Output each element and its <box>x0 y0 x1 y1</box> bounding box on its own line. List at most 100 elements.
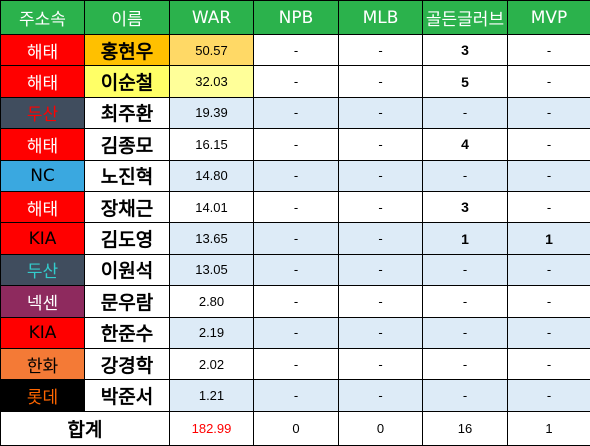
player-name-cell[interactable]: 장채근 <box>85 191 170 222</box>
golden-glove-cell[interactable]: - <box>423 254 508 285</box>
mlb-cell[interactable]: - <box>339 380 423 411</box>
war-cell[interactable]: 14.80 <box>170 160 254 191</box>
golden-glove-cell[interactable]: 4 <box>423 129 508 160</box>
npb-cell[interactable]: - <box>254 348 339 379</box>
team-cell[interactable]: 롯데 <box>1 380 85 411</box>
npb-cell[interactable]: - <box>254 254 339 285</box>
war-cell[interactable]: 16.15 <box>170 129 254 160</box>
totals-mvp[interactable]: 1 <box>508 411 590 445</box>
player-name-cell[interactable]: 홍현우 <box>85 35 170 66</box>
team-cell[interactable]: 해태 <box>1 191 85 222</box>
mlb-cell[interactable]: - <box>339 191 423 222</box>
header-golden-glove[interactable]: 골든글러브 <box>423 1 508 35</box>
golden-glove-cell[interactable]: - <box>423 97 508 128</box>
mlb-cell[interactable]: - <box>339 66 423 97</box>
npb-cell[interactable]: - <box>254 35 339 66</box>
npb-cell[interactable]: - <box>254 97 339 128</box>
war-cell[interactable]: 1.21 <box>170 380 254 411</box>
mlb-cell[interactable]: - <box>339 223 423 254</box>
player-name-cell[interactable]: 한준수 <box>85 317 170 348</box>
war-cell[interactable]: 2.80 <box>170 286 254 317</box>
header-npb[interactable]: NPB <box>254 1 339 35</box>
team-cell[interactable]: 두산 <box>1 254 85 285</box>
golden-glove-cell[interactable]: - <box>423 286 508 317</box>
war-cell[interactable]: 14.01 <box>170 191 254 222</box>
mvp-cell[interactable]: - <box>508 97 590 128</box>
mvp-cell[interactable]: - <box>508 66 590 97</box>
mvp-cell[interactable]: - <box>508 191 590 222</box>
npb-cell[interactable]: - <box>254 286 339 317</box>
totals-npb[interactable]: 0 <box>254 411 339 445</box>
mvp-cell[interactable]: - <box>508 348 590 379</box>
table-row: 해태 홍현우 50.57 - - 3 - <box>1 35 590 66</box>
mvp-cell[interactable]: - <box>508 254 590 285</box>
mvp-cell[interactable]: - <box>508 317 590 348</box>
mvp-cell[interactable]: - <box>508 160 590 191</box>
golden-glove-cell[interactable]: 1 <box>423 223 508 254</box>
mvp-cell[interactable]: - <box>508 286 590 317</box>
totals-mlb[interactable]: 0 <box>339 411 423 445</box>
player-name-cell[interactable]: 김도영 <box>85 223 170 254</box>
team-cell[interactable]: NC <box>1 160 85 191</box>
mvp-cell[interactable]: - <box>508 35 590 66</box>
npb-cell[interactable]: - <box>254 223 339 254</box>
npb-cell[interactable]: - <box>254 129 339 160</box>
mlb-cell[interactable]: - <box>339 286 423 317</box>
header-team[interactable]: 주소속 <box>1 1 85 35</box>
team-cell[interactable]: 해태 <box>1 66 85 97</box>
npb-cell[interactable]: - <box>254 191 339 222</box>
totals-war[interactable]: 182.99 <box>170 411 254 445</box>
header-name[interactable]: 이름 <box>85 1 170 35</box>
golden-glove-cell[interactable]: - <box>423 317 508 348</box>
team-cell[interactable]: 한화 <box>1 348 85 379</box>
war-cell[interactable]: 2.19 <box>170 317 254 348</box>
war-cell[interactable]: 32.03 <box>170 66 254 97</box>
player-name-cell[interactable]: 최주환 <box>85 97 170 128</box>
team-cell[interactable]: 넥센 <box>1 286 85 317</box>
golden-glove-cell[interactable]: - <box>423 380 508 411</box>
team-cell[interactable]: 해태 <box>1 129 85 160</box>
team-cell[interactable]: KIA <box>1 223 85 254</box>
war-cell[interactable]: 19.39 <box>170 97 254 128</box>
npb-cell[interactable]: - <box>254 160 339 191</box>
npb-cell[interactable]: - <box>254 66 339 97</box>
war-cell[interactable]: 13.05 <box>170 254 254 285</box>
mlb-cell[interactable]: - <box>339 317 423 348</box>
team-cell[interactable]: KIA <box>1 317 85 348</box>
team-cell[interactable]: 두산 <box>1 97 85 128</box>
player-name-cell[interactable]: 문우람 <box>85 286 170 317</box>
war-cell[interactable]: 13.65 <box>170 223 254 254</box>
mlb-cell[interactable]: - <box>339 97 423 128</box>
mlb-cell[interactable]: - <box>339 254 423 285</box>
war-cell[interactable]: 2.02 <box>170 348 254 379</box>
mvp-cell[interactable]: - <box>508 129 590 160</box>
header-mvp[interactable]: MVP <box>508 1 590 35</box>
totals-golden-glove[interactable]: 16 <box>423 411 508 445</box>
golden-glove-cell[interactable]: 5 <box>423 66 508 97</box>
mvp-cell[interactable]: 1 <box>508 223 590 254</box>
table-row: KIA 한준수 2.19 - - - - <box>1 317 590 348</box>
golden-glove-cell[interactable]: 3 <box>423 35 508 66</box>
player-name-cell[interactable]: 김종모 <box>85 129 170 160</box>
header-war[interactable]: WAR <box>170 1 254 35</box>
mvp-cell[interactable]: - <box>508 380 590 411</box>
mlb-cell[interactable]: - <box>339 348 423 379</box>
npb-cell[interactable]: - <box>254 317 339 348</box>
player-name-cell[interactable]: 노진혁 <box>85 160 170 191</box>
player-name-cell[interactable]: 박준서 <box>85 380 170 411</box>
golden-glove-cell[interactable]: - <box>423 160 508 191</box>
team-cell[interactable]: 해태 <box>1 35 85 66</box>
golden-glove-cell[interactable]: - <box>423 348 508 379</box>
player-name-cell[interactable]: 강경학 <box>85 348 170 379</box>
player-name-cell[interactable]: 이원석 <box>85 254 170 285</box>
npb-cell[interactable]: - <box>254 380 339 411</box>
table-row: NC 노진혁 14.80 - - - - <box>1 160 590 191</box>
mlb-cell[interactable]: - <box>339 35 423 66</box>
header-mlb[interactable]: MLB <box>339 1 423 35</box>
war-cell[interactable]: 50.57 <box>170 35 254 66</box>
player-name-cell[interactable]: 이순철 <box>85 66 170 97</box>
mlb-cell[interactable]: - <box>339 160 423 191</box>
mlb-cell[interactable]: - <box>339 129 423 160</box>
golden-glove-cell[interactable]: 3 <box>423 191 508 222</box>
